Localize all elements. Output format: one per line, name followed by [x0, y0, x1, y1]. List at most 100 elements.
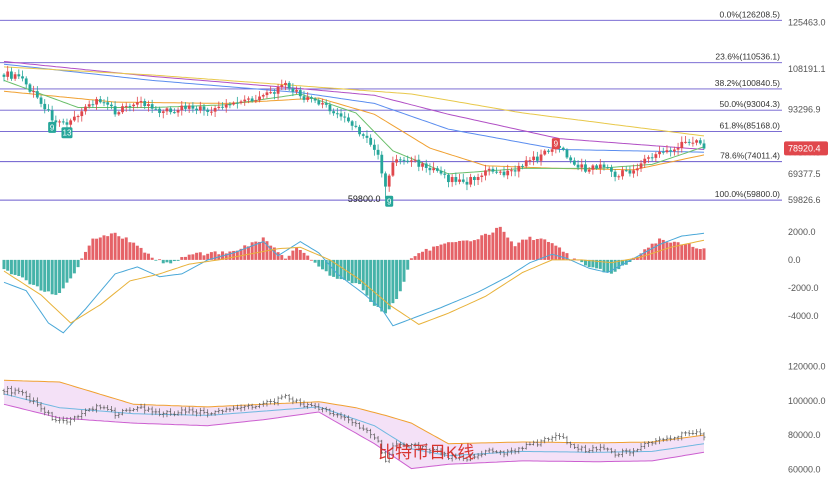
macd-histogram-bar [298, 250, 302, 260]
candle-body [224, 104, 228, 108]
candle-body [424, 163, 428, 168]
candle-body [365, 135, 369, 138]
candle-body [213, 108, 217, 112]
y-tick-label: 59826.6 [788, 195, 821, 205]
macd-histogram-bar [606, 259, 610, 273]
candle-body [6, 71, 10, 77]
macd-histogram-bar [95, 238, 99, 260]
macd-histogram-bar [687, 243, 691, 260]
macd-histogram-bar [39, 259, 43, 291]
candle-body [347, 117, 350, 122]
macd-histogram-bar [495, 227, 499, 260]
macd-histogram-bar [106, 236, 110, 260]
candle-body [654, 154, 658, 158]
candle-body [117, 112, 121, 115]
macd-histogram-bar [383, 259, 387, 314]
macd-histogram-bar [502, 231, 506, 260]
macd-histogram-bar [191, 254, 195, 260]
y-tick-label: 80000.0 [788, 430, 821, 440]
candle-body [221, 106, 224, 108]
candle-body [339, 113, 343, 117]
candle-body [435, 168, 439, 171]
macd-histogram-bar [161, 259, 165, 264]
macd-histogram-bar [58, 259, 62, 293]
macd-histogram-bar [209, 252, 213, 260]
candle-body [47, 109, 50, 111]
macd-histogram-bar [698, 249, 702, 260]
fib-label: 61.8%(85168.0) [720, 120, 781, 130]
candle-body [13, 74, 17, 79]
macd-histogram-bar [154, 259, 158, 261]
candle-body [113, 106, 117, 115]
candle-body [506, 170, 510, 176]
candle-body [421, 163, 424, 167]
candle-body [535, 156, 539, 161]
candle-body [95, 99, 98, 105]
y-axes: 125463.0108191.193296.977377.569377.5598… [788, 17, 826, 474]
macd-histogram-bar [228, 251, 232, 260]
candle-body [684, 141, 687, 143]
macd-histogram-bar [313, 259, 317, 263]
price-panel-labels: 59800.0 78920.4 [348, 141, 828, 204]
macd-histogram-bar [546, 241, 550, 260]
macd-histogram-bar [243, 245, 247, 260]
candle-body [43, 103, 47, 110]
macd-histogram-bar [424, 248, 428, 260]
macd-histogram-bar [32, 259, 36, 285]
moving-average-line [3, 63, 705, 153]
fib-label: 50.0%(93004.3) [720, 99, 781, 109]
candle-body [665, 150, 669, 153]
macd-histogram-bar [232, 250, 236, 260]
candle-body [80, 111, 84, 117]
macd-histogram-bar [469, 241, 473, 260]
candle-body [543, 150, 547, 155]
macd-histogram-bar [113, 232, 117, 260]
macd-dif-line [3, 232, 705, 334]
macd-histogram-bar [80, 258, 84, 260]
macd-histogram-bar [439, 244, 443, 260]
candle-body [2, 74, 6, 77]
candle-body [143, 101, 147, 107]
candle-body [239, 101, 243, 103]
last-price-tag [784, 141, 828, 156]
candle-body [387, 175, 391, 187]
candle-body [517, 165, 521, 172]
candle-body [21, 76, 24, 79]
candle-body [572, 160, 576, 165]
candle-body [643, 158, 647, 164]
candle-body [621, 170, 624, 177]
candle-body [302, 96, 306, 100]
macd-histogram-bar [121, 238, 125, 260]
macd-histogram-bar [487, 234, 491, 260]
candle-body [635, 168, 639, 171]
macd-histogram-bar [54, 259, 58, 295]
candle-body [410, 160, 413, 162]
candle-body [480, 175, 484, 177]
candle-body [591, 165, 595, 170]
macd-histogram-bar [239, 248, 243, 260]
candle-body [528, 160, 532, 162]
macd-histogram-bar [509, 241, 513, 260]
macd-histogram-bar [465, 240, 469, 260]
y-tick-label: 100000.0 [788, 396, 826, 406]
macd-histogram-bar [587, 259, 591, 268]
macd-histogram-bar [380, 259, 384, 312]
macd-histogram-bar [376, 259, 380, 307]
candle-body [165, 108, 169, 112]
macd-histogram-bar [172, 259, 176, 262]
candle-body [484, 170, 487, 176]
macd-histogram-bar [309, 259, 313, 261]
macd-histogram-bar [617, 259, 621, 270]
candle-body [17, 74, 21, 77]
macd-histogram-bar [109, 233, 113, 260]
candle-body [317, 100, 321, 105]
candle-body [250, 98, 254, 102]
macd-dea-line [3, 239, 705, 325]
macd-histogram-bar [398, 259, 402, 292]
macd-histogram-bar [24, 259, 28, 281]
macd-histogram-bar [513, 246, 517, 260]
candle-body [306, 97, 310, 100]
candle-body [565, 149, 569, 158]
candle-body [102, 102, 106, 104]
macd-histogram-bar [87, 245, 91, 260]
